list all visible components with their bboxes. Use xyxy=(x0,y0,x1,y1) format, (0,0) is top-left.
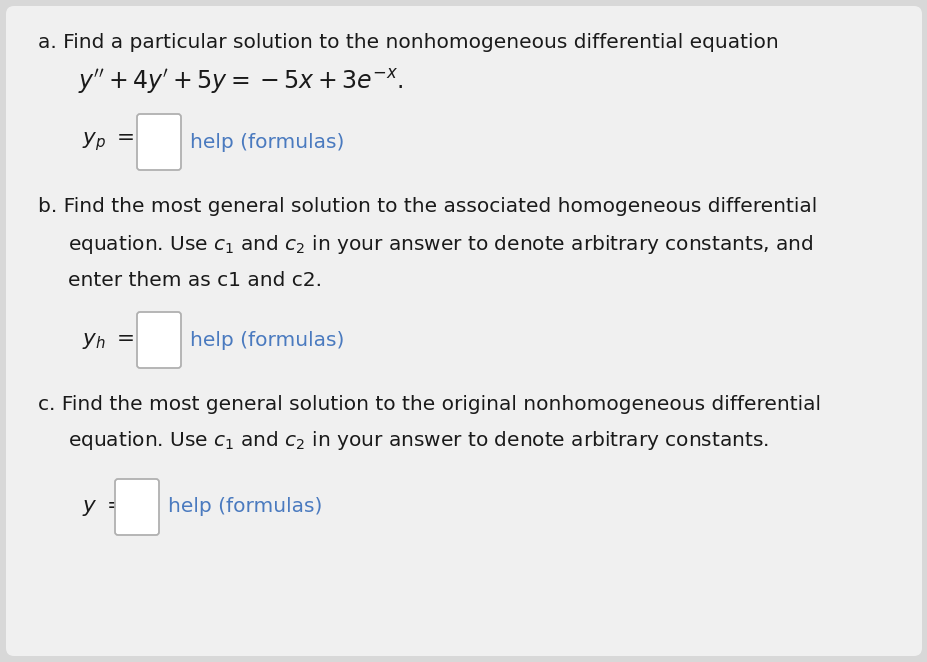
Text: c. Find the most general solution to the original nonhomogeneous differential: c. Find the most general solution to the… xyxy=(38,395,820,414)
Text: equation. Use $c_1$ and $c_2$ in your answer to denote arbitrary constants.: equation. Use $c_1$ and $c_2$ in your an… xyxy=(68,430,768,453)
Text: $y_p$ $=$: $y_p$ $=$ xyxy=(82,130,134,154)
Text: a. Find a particular solution to the nonhomogeneous differential equation: a. Find a particular solution to the non… xyxy=(38,32,778,52)
Text: $y'' + 4y' + 5y = -5x + 3e^{-x}.$: $y'' + 4y' + 5y = -5x + 3e^{-x}.$ xyxy=(78,68,403,97)
Text: help (formulas): help (formulas) xyxy=(168,498,322,516)
FancyBboxPatch shape xyxy=(6,6,921,656)
Text: equation. Use $c_1$ and $c_2$ in your answer to denote arbitrary constants, and: equation. Use $c_1$ and $c_2$ in your an… xyxy=(68,232,813,256)
Text: $y$ $=$: $y$ $=$ xyxy=(82,496,124,518)
FancyBboxPatch shape xyxy=(137,312,181,368)
Text: help (formulas): help (formulas) xyxy=(190,132,344,152)
FancyBboxPatch shape xyxy=(115,479,159,535)
Text: help (formulas): help (formulas) xyxy=(190,330,344,350)
Text: enter them as c1 and c2.: enter them as c1 and c2. xyxy=(68,271,322,291)
Text: b. Find the most general solution to the associated homogeneous differential: b. Find the most general solution to the… xyxy=(38,197,817,216)
FancyBboxPatch shape xyxy=(137,114,181,170)
Text: $y_h$ $=$: $y_h$ $=$ xyxy=(82,329,134,351)
